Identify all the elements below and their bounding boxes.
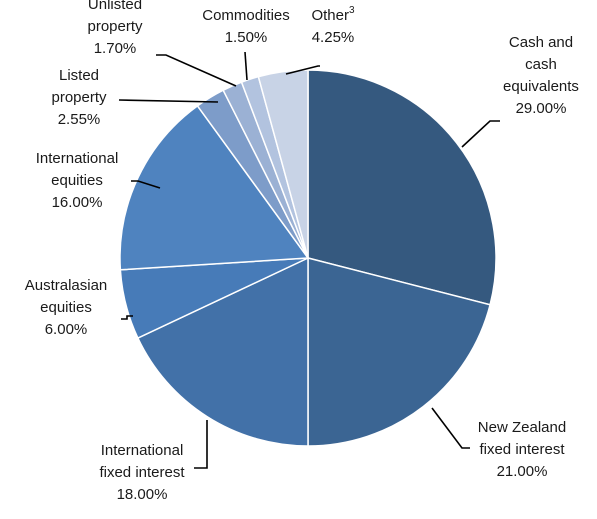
slice-label-commodities: Commodities 1.50%: [202, 7, 290, 46]
slice-label-line: fixed interest: [479, 441, 565, 458]
pie-slices: [119, 69, 497, 447]
slice-label-line: Unlisted: [88, 0, 142, 13]
slice-label-line: New Zealand: [478, 419, 566, 436]
slice-label-line: equities: [51, 172, 103, 189]
slice-label-line: International: [101, 442, 184, 459]
slice-value-label: 2.55%: [58, 111, 101, 128]
pie-slice-international-fixed-interest: [136, 256, 309, 447]
slice-label-international-fixed-interest: International fixed interest 18.00%: [99, 442, 185, 503]
slice-labels: Cash and cash equivalents 29.00% New Zealand…: [25, 0, 579, 503]
leader-line-australasian-equities: [121, 315, 133, 320]
slice-label-line: Cash and: [509, 34, 573, 51]
pie-slice-cash-and-cash-equivalents: [307, 69, 497, 306]
leader-line-unlisted-property: [156, 54, 237, 87]
slice-value-label: 1.50%: [225, 29, 268, 46]
slice-value-label: 16.00%: [52, 194, 103, 211]
slice-label-line: Commodities: [202, 7, 290, 24]
slice-label-line: fixed interest: [99, 464, 185, 481]
slice-label-line: Other: [311, 7, 349, 24]
leader-line-cash-and-cash-equivalents: [461, 120, 500, 148]
slice-label-international-equities: International equities 16.00%: [36, 150, 119, 211]
leader-line-new-zealand-fixed-interest: [431, 407, 470, 449]
slice-value-label: 1.70%: [94, 40, 137, 57]
pie-slice-international-equities: [119, 104, 310, 271]
pie-slice-new-zealand-fixed-interest: [307, 257, 492, 447]
slice-value-label: 18.00%: [117, 486, 168, 503]
slice-label-listed-property: Listed property 2.55%: [51, 67, 107, 128]
footnote-marker: 3: [349, 5, 355, 16]
leader-line-international-equities: [131, 180, 161, 189]
slice-label-line: property: [87, 18, 143, 35]
slice-value-label: 6.00%: [45, 321, 88, 338]
slice-label-australasian-equities: Australasian equities 6.00%: [25, 277, 108, 338]
leader-line-commodities: [244, 51, 248, 81]
slice-label-new-zealand-fixed-interest: New Zealand fixed interest 21.00%: [478, 419, 566, 480]
leader-line-listed-property: [118, 99, 219, 103]
slice-label-other: Other3 4.25%: [311, 5, 355, 46]
slice-label-cash-and-cash-equivalents: Cash and cash equivalents 29.00%: [503, 34, 579, 117]
slice-label-line: property: [51, 89, 107, 106]
leader-line-other: [285, 65, 320, 75]
slice-label-line: Australasian: [25, 277, 108, 294]
slice-label-line: equivalents: [503, 78, 579, 95]
slice-label-line: cash: [525, 56, 557, 73]
slice-value-label: 21.00%: [497, 463, 548, 480]
slice-value-label: 4.25%: [312, 29, 355, 46]
pie-slice-other: [257, 69, 309, 259]
leader-lines: [118, 51, 500, 469]
slice-label-unlisted-property: Unlisted property 1.70%: [87, 0, 143, 57]
slice-value-label: 29.00%: [516, 100, 567, 117]
slice-label-line: Listed: [59, 67, 99, 84]
slice-label-line: International: [36, 150, 119, 167]
leader-line-international-fixed-interest: [194, 420, 208, 469]
slice-label-line: equities: [40, 299, 92, 316]
